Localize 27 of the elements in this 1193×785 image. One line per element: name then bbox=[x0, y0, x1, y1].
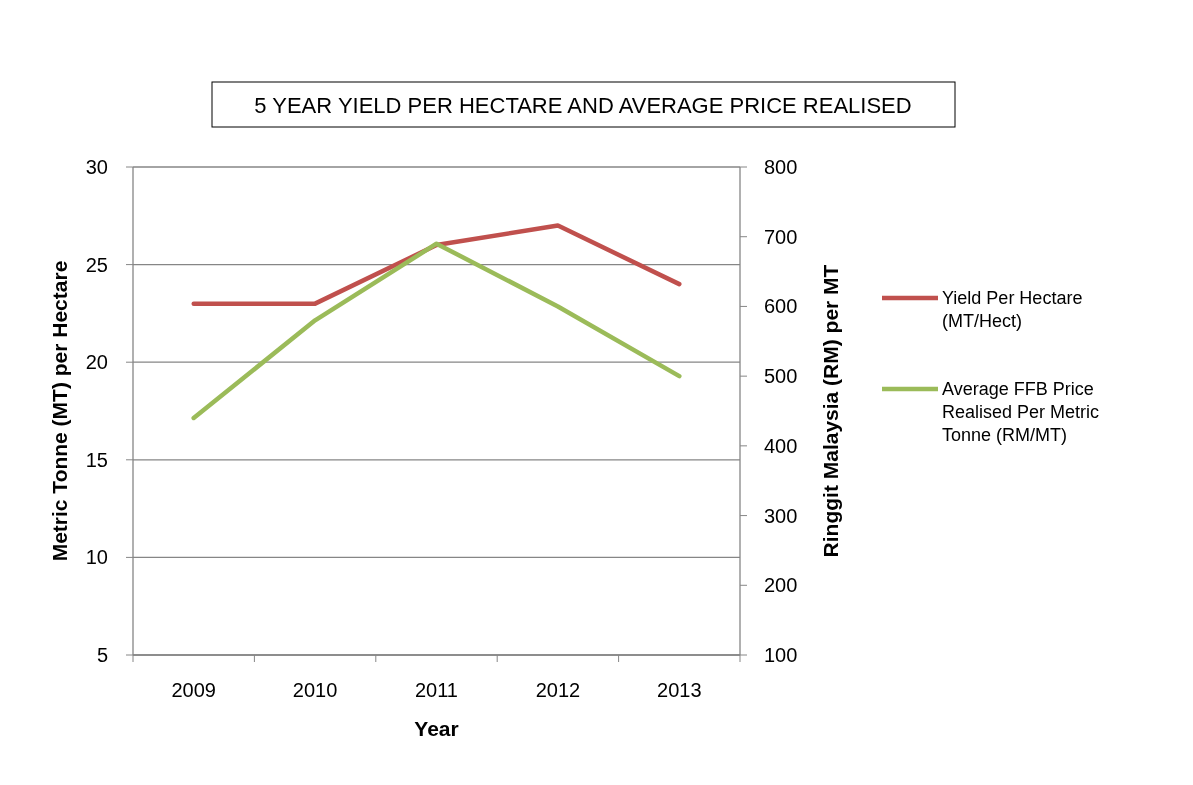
x-tick-label: 2011 bbox=[414, 679, 459, 701]
y2-axis-title: Ringgit Malaysia (RM) per MT bbox=[819, 264, 842, 558]
y-tick-label: 10 bbox=[85, 546, 108, 569]
y-tick-label: 30 bbox=[85, 156, 108, 178]
y2-tick-label: 600 bbox=[764, 295, 798, 318]
y2-tick-label: 700 bbox=[764, 225, 798, 248]
y2-tick-label: 200 bbox=[764, 574, 798, 597]
y-tick-label: 20 bbox=[85, 351, 108, 374]
y2-tick-label: 400 bbox=[764, 434, 798, 457]
x-tick-label: 2009 bbox=[171, 679, 216, 701]
y2-tick-label: 100 bbox=[764, 644, 798, 666]
y2-tick-label: 300 bbox=[764, 504, 798, 527]
y-tick-label: 5 bbox=[96, 644, 108, 666]
chart-subtitle: 5 YEAR YIELD PER HECTARE AND AVERAGE PRICE REALISED bbox=[254, 93, 912, 118]
legend-label: Yield Per Hectare (MT/Hect) bbox=[942, 288, 1083, 331]
line-series bbox=[191, 223, 682, 306]
y-tick-label: 25 bbox=[85, 253, 108, 276]
x-tick-label: 2012 bbox=[535, 679, 581, 701]
y2-tick-label: 800 bbox=[764, 156, 798, 178]
x-tick-label: 2010 bbox=[292, 679, 338, 701]
line-series bbox=[191, 241, 682, 421]
x-tick-label: 2013 bbox=[657, 679, 702, 701]
y2-tick-label: 500 bbox=[764, 365, 798, 388]
legend-label: Average FFB Price Realised Per Metric Tonne (RM/MT) bbox=[942, 379, 1100, 445]
y-tick-label: 15 bbox=[85, 448, 108, 471]
y-axis-title: Metric Tonne (MT) per Hectare bbox=[48, 260, 71, 562]
x-axis-title: Year bbox=[414, 717, 459, 740]
